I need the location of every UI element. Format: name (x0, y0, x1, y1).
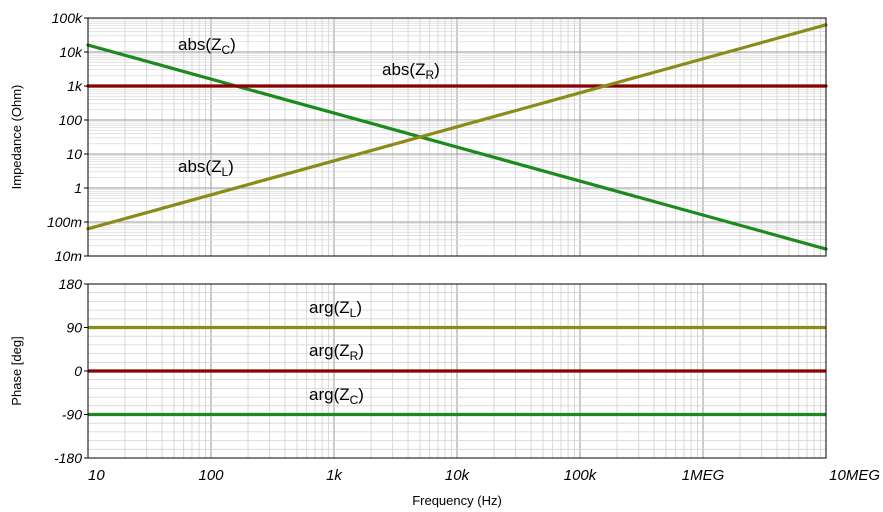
annotation-arg-zc: arg(ZC) (309, 385, 364, 407)
impedance-tick-label: 1k (67, 78, 83, 94)
annotation-abs-zr: abs(ZR) (382, 60, 440, 82)
frequency-tick-label: 1k (326, 467, 343, 484)
series-abs-z-c (86, 43, 828, 251)
annotation-arg-zl: arg(ZL) (309, 298, 362, 320)
tick-labels: 100k 10k 1k 100 10 1 100m 10m 180 90 0 -90 -180 10 100… (47, 10, 880, 484)
phase-series (88, 325, 826, 417)
phase-tick-label: -180 (54, 450, 82, 466)
phase-axis-label: Phase [deg] (9, 336, 24, 405)
frequency-axis-label: Frequency (Hz) (412, 493, 502, 508)
annotation-arg-zr: arg(ZR) (309, 341, 364, 363)
impedance-tick-label: 1 (74, 180, 82, 196)
frequency-tick-label: 10k (445, 467, 471, 484)
annotation-abs-zl: abs(ZL) (178, 157, 234, 179)
frequency-tick-label: 1MEG (682, 467, 725, 484)
impedance-tick-label: 100 (59, 112, 83, 128)
impedance-grid (87, 18, 826, 257)
frequency-tick-label: 10MEG (829, 467, 880, 484)
impedance-tick-label: 10k (59, 44, 83, 60)
phase-tick-label: 0 (74, 363, 82, 379)
impedance-tick-label: 10 (66, 146, 82, 162)
phase-tick-label: -90 (62, 407, 82, 423)
impedance-plot-frame (87, 17, 827, 257)
impedance-series (86, 23, 828, 251)
annotation-abs-zc: abs(ZC) (178, 35, 236, 57)
series-abs-z-l (86, 23, 828, 231)
frequency-tick-label: 100 (198, 467, 224, 484)
plot-frames (84, 17, 827, 459)
frequency-tick-label: 100k (564, 467, 598, 484)
impedance-tick-label: 100m (47, 214, 82, 230)
impedance-axis-label: Impedance (Ohm) (9, 85, 24, 190)
phase-tick-label: 180 (59, 276, 83, 292)
impedance-tick-label: 10m (55, 248, 83, 264)
phase-tick-label: 90 (66, 320, 82, 336)
impedance-tick-label: 100k (52, 10, 83, 26)
frequency-tick-label: 10 (88, 467, 105, 484)
